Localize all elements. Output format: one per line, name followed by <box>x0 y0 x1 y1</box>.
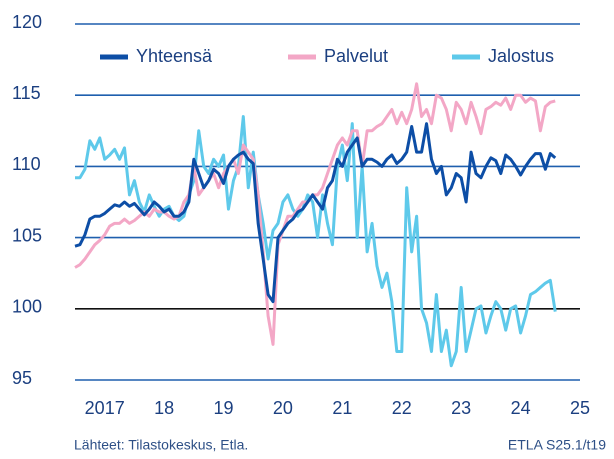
series-line <box>75 115 557 368</box>
labels: 95 100 105 110 115 120 2017 18 19 20 21 22 23 24 25 <box>12 12 590 418</box>
legend: Yhteensä Palvelut Jalostus <box>100 46 554 66</box>
x-tick-label: 2017 <box>85 398 125 418</box>
series-line <box>74 82 556 346</box>
x-tick-label: 19 <box>214 398 234 418</box>
x-tick-label: 18 <box>154 398 174 418</box>
lines <box>74 82 557 368</box>
x-tick-label: 24 <box>511 398 531 418</box>
x-tick-label: 23 <box>451 398 471 418</box>
legend-label: Palvelut <box>324 46 388 66</box>
legend-label: Yhteensä <box>136 46 213 66</box>
y-tick-label: 95 <box>12 368 32 388</box>
y-tick-label: 115 <box>12 83 41 103</box>
x-tick-label: 25 <box>570 398 590 418</box>
code: ETLA S25.1/t19 <box>508 437 606 453</box>
y-tick-label: 110 <box>12 154 41 174</box>
x-tick-label: 20 <box>273 398 293 418</box>
source: Lähteet: Tilastokeskus, Etla. <box>74 437 248 453</box>
y-tick-label: 100 <box>12 297 42 317</box>
series-line <box>74 122 557 304</box>
grid <box>75 23 580 381</box>
legend-label: Jalostus <box>488 46 554 66</box>
x-tick-label: 21 <box>332 398 352 418</box>
y-tick-label: 120 <box>12 12 42 32</box>
x-tick-label: 22 <box>392 398 412 418</box>
y-tick-label: 105 <box>12 225 42 245</box>
